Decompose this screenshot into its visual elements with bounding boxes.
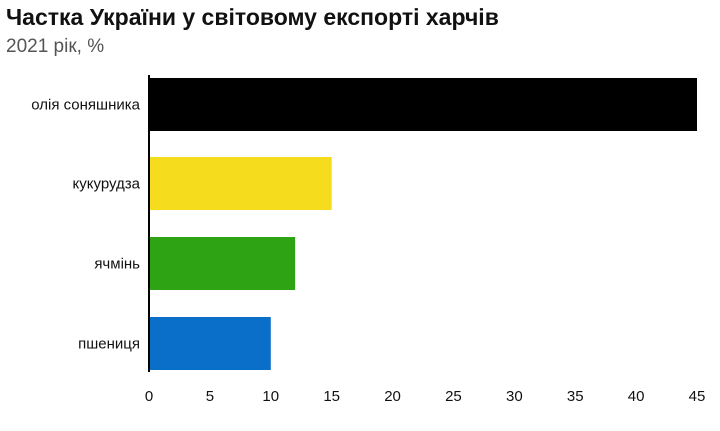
chart-title: Частка України у світовому експорті харч… — [6, 4, 499, 30]
x-tick-label: 0 — [145, 388, 153, 405]
x-tick-label: 35 — [567, 388, 584, 405]
chart-subtitle: 2021 рік, % — [6, 36, 105, 57]
x-tick-label: 15 — [323, 388, 340, 405]
bar — [149, 317, 271, 370]
x-tick-label: 40 — [628, 388, 645, 405]
x-tick-label: 30 — [506, 388, 523, 405]
category-label: пшениця — [78, 336, 140, 353]
category-label: ячмінь — [94, 256, 140, 273]
x-tick-label: 45 — [689, 388, 706, 405]
x-tick-label: 25 — [445, 388, 462, 405]
x-tick-label: 5 — [206, 388, 214, 405]
x-tick-label: 20 — [384, 388, 401, 405]
bar — [149, 78, 697, 131]
x-tick-label: 10 — [262, 388, 279, 405]
bar — [149, 157, 332, 210]
category-label: олія соняшника — [31, 97, 140, 114]
bar — [149, 237, 296, 290]
category-label: кукурудза — [73, 176, 141, 193]
